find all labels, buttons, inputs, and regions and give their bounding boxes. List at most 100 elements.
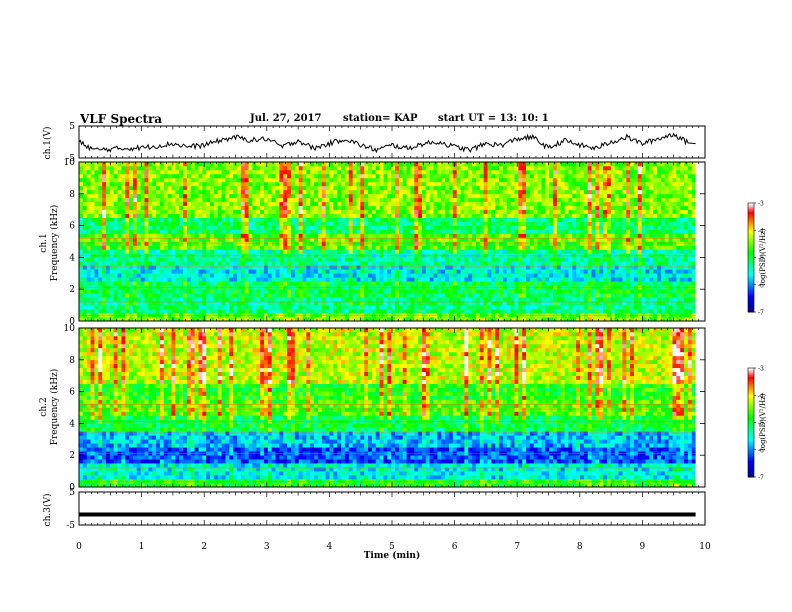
- ch1-cell: [132, 213, 138, 218]
- ch1-cell: [599, 297, 604, 302]
- ch1-cell: [144, 197, 149, 203]
- ch1-cell: [260, 257, 265, 262]
- ch1-cell: [348, 257, 354, 262]
- ch1-cell: [82, 309, 88, 314]
- ch1-cell: [144, 225, 149, 230]
- ch1-cell: [136, 241, 142, 246]
- ch1-cell: [448, 277, 454, 282]
- ch1-cell: [109, 317, 115, 322]
- ch1-cell: [606, 221, 612, 226]
- ch1-cell: [402, 261, 407, 266]
- ch1-cell: [622, 225, 627, 230]
- ch1-cell: [603, 221, 608, 226]
- ch1-cell: [348, 301, 354, 306]
- ch1-cell: [256, 265, 261, 270]
- ch1-cell: [94, 317, 99, 322]
- ch1-cell: [79, 269, 84, 274]
- ch1-cell: [213, 273, 219, 278]
- ch1-cell: [109, 249, 115, 254]
- ch1-cell: [479, 317, 485, 322]
- ch1-cell: [526, 221, 531, 226]
- ch1-cell: [198, 297, 203, 302]
- ch1-cell: [483, 257, 488, 262]
- ch1-cell: [556, 205, 562, 210]
- ch1-cell: [641, 225, 646, 230]
- ch1-cell: [325, 281, 330, 286]
- ch1-cell: [479, 197, 485, 203]
- ch1-cell: [676, 281, 681, 286]
- ch1-cell: [421, 217, 427, 222]
- ch1-cell: [271, 305, 276, 310]
- ch1-cell: [244, 261, 249, 266]
- ch1-cell: [275, 229, 280, 234]
- ch1-cell: [472, 317, 477, 322]
- ch1-cell: [102, 257, 107, 262]
- ch1-cell: [125, 261, 130, 266]
- ch1-cell: [356, 217, 361, 222]
- ch1-cell: [672, 273, 677, 278]
- ch1-cell: [368, 289, 373, 294]
- ch1-cell: [290, 229, 296, 234]
- ch1-cell: [229, 225, 234, 230]
- ch1-cell: [630, 273, 635, 278]
- ch1-cell: [129, 229, 134, 234]
- ch1-cell: [529, 261, 535, 266]
- ch1-cell: [275, 233, 280, 238]
- ch1-cell: [321, 217, 327, 222]
- ch1-cell: [171, 281, 176, 286]
- ch1-cell: [595, 229, 600, 234]
- ch1-cell: [541, 197, 546, 203]
- ch1-cell: [502, 233, 508, 238]
- ch1-cell: [82, 213, 88, 218]
- ch1-cell: [86, 201, 91, 207]
- ch1-cell: [310, 265, 315, 270]
- ch1-cell: [398, 273, 404, 278]
- ch1-cell: [398, 277, 404, 282]
- ch1-cell: [290, 261, 296, 266]
- ch1-cell: [672, 265, 677, 270]
- ch1-cell: [410, 197, 415, 203]
- ch1-cell: [691, 317, 697, 322]
- ch1-cell: [275, 301, 280, 306]
- ch1-cell: [691, 281, 697, 286]
- ch1-cell: [383, 233, 388, 238]
- ch1-cell: [437, 245, 442, 250]
- ch1-cell: [163, 245, 169, 250]
- ch1-cell: [152, 213, 157, 218]
- ch1-cell: [233, 261, 238, 266]
- ch1-cell: [630, 217, 635, 222]
- ch1-cell: [506, 297, 512, 302]
- ch1-cell: [398, 249, 404, 254]
- ch1-cell: [213, 197, 219, 203]
- ch1-cell: [479, 233, 485, 238]
- ch1-cell: [371, 209, 377, 214]
- ch1-cell: [190, 265, 196, 270]
- ch1-cell: [479, 281, 485, 286]
- ch1-cell: [267, 293, 273, 298]
- ch1-cell: [348, 297, 354, 302]
- ch1-cell: [198, 317, 203, 322]
- ch1-cell: [341, 241, 346, 246]
- ch1-cell: [271, 257, 276, 262]
- ch1-cell: [618, 225, 623, 230]
- ch1-cell: [460, 261, 465, 266]
- ch1-cell: [398, 201, 404, 207]
- ch1-cell: [348, 249, 354, 254]
- ch1-cell: [633, 229, 639, 234]
- ch1-cell: [317, 273, 323, 278]
- ch1-cell: [175, 289, 180, 294]
- ch1-cell: [603, 297, 608, 302]
- ch1-cell: [633, 201, 639, 207]
- ch1-cell: [475, 265, 481, 270]
- ch1-cell: [368, 261, 373, 266]
- ch1-cell: [568, 225, 573, 230]
- ch1-cell: [105, 241, 111, 246]
- ch1-cell: [317, 233, 323, 238]
- ch1-cell: [672, 309, 677, 314]
- ch1-cell: [140, 281, 145, 286]
- ch1-cell: [383, 289, 388, 294]
- ch1-cell: [499, 225, 504, 230]
- ch1-cell: [383, 293, 388, 298]
- ch1-cell: [183, 293, 188, 298]
- ch1-cell: [82, 293, 88, 298]
